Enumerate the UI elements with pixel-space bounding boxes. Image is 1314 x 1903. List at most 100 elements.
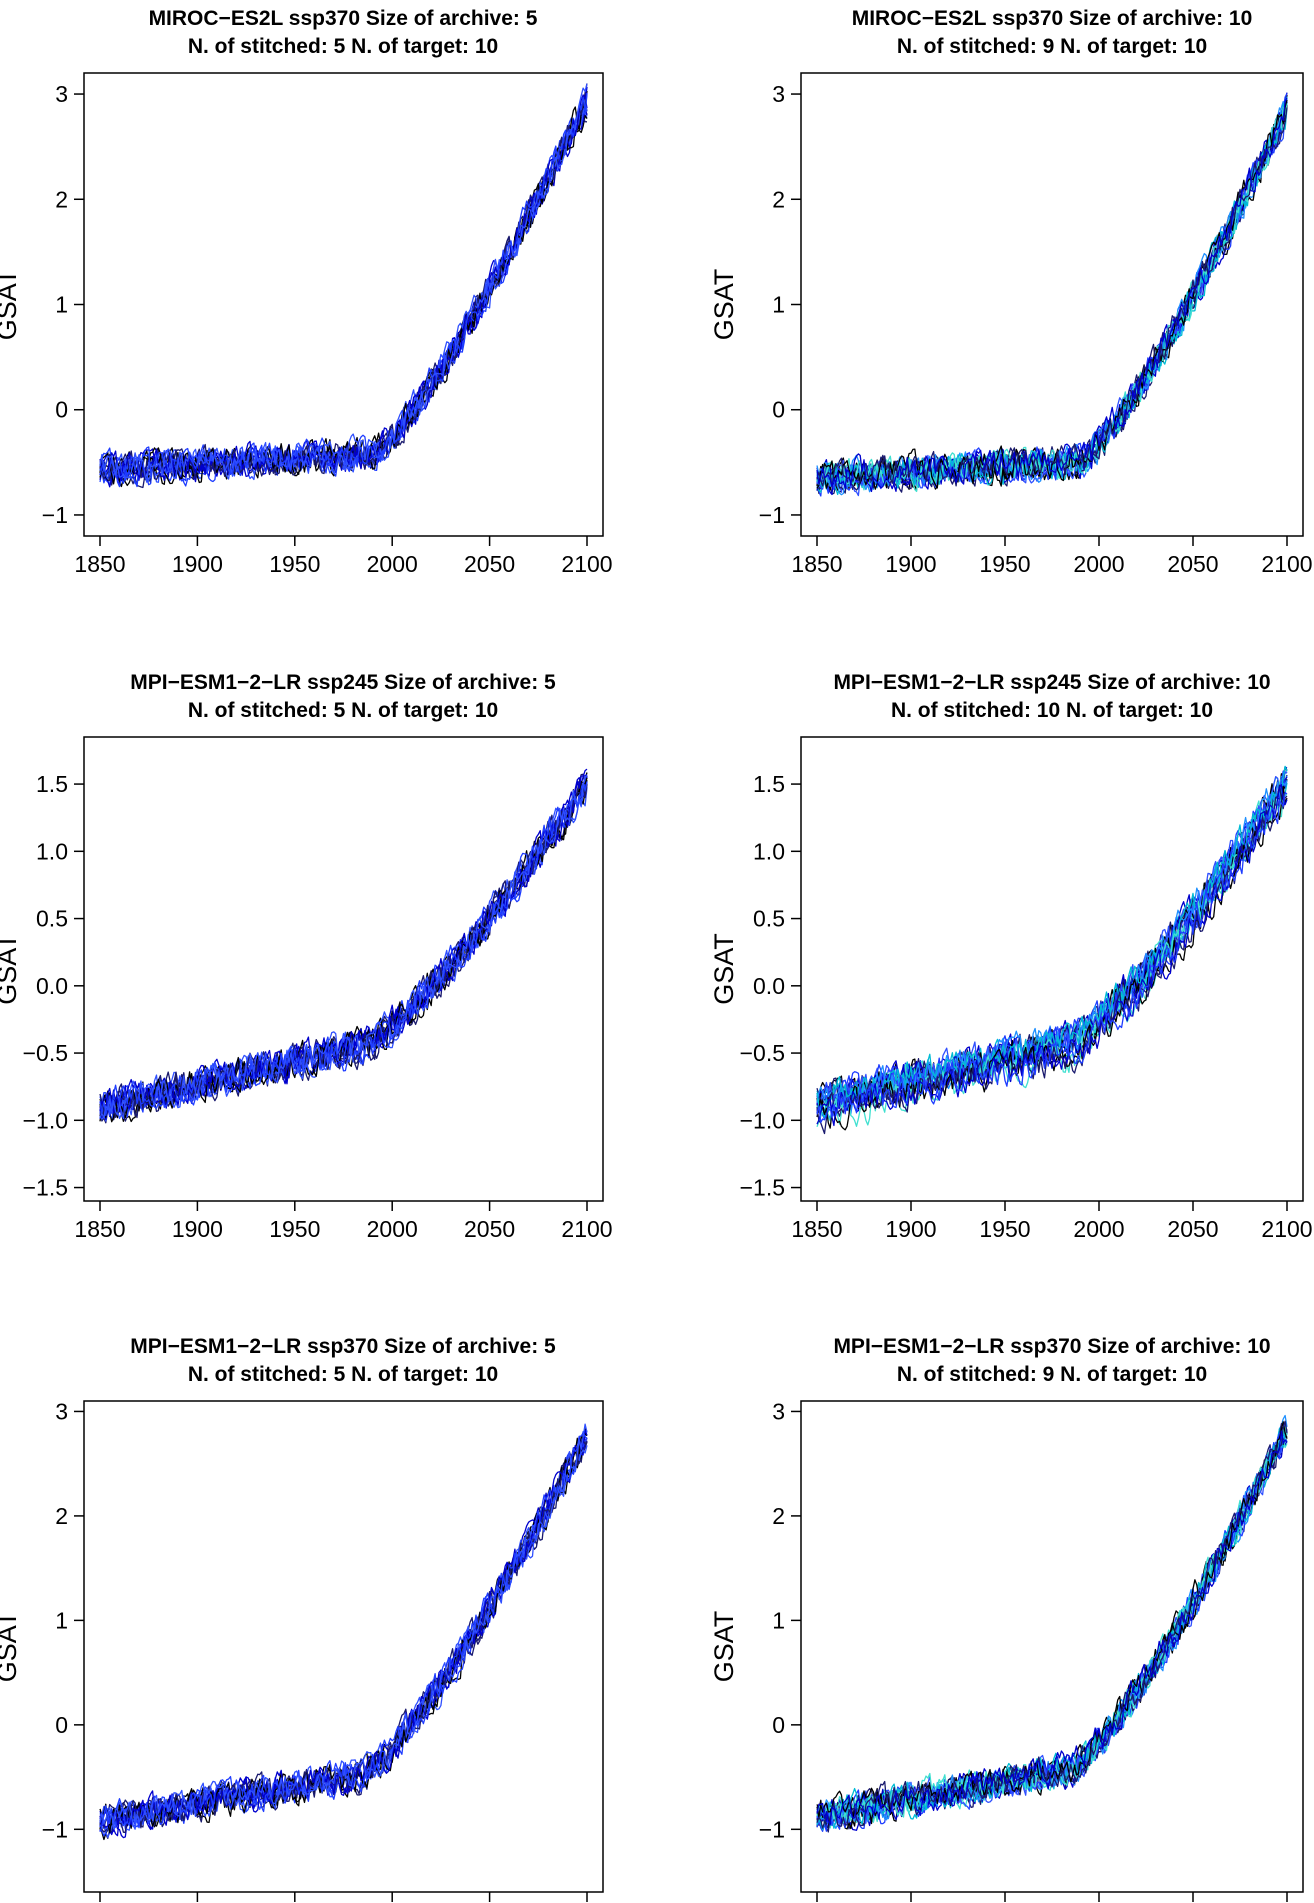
y-tick-label: −1 [42, 1816, 68, 1842]
panel-6: MPI−ESM1−2−LR ssp370 Size of archive: 10… [709, 1335, 1304, 1902]
y-tick-label: −1 [42, 502, 68, 528]
x-tick-label: 2050 [1167, 1216, 1218, 1242]
series-line-13 [99, 86, 588, 482]
y-tick-label: 3 [55, 1398, 68, 1424]
y-tick-label: 3 [772, 81, 785, 107]
x-tick-label: 1900 [172, 1216, 223, 1242]
series-line-14 [99, 92, 588, 480]
chart-title-line1: MPI−ESM1−2−LR ssp370 Size of archive: 5 [130, 1335, 556, 1358]
series-line-3 [99, 96, 588, 486]
chart-title-line1: MIROC−ES2L ssp370 Size of archive: 5 [149, 7, 538, 30]
series-line-8 [99, 108, 588, 488]
series-line-13 [99, 1429, 588, 1828]
y-tick-label: 3 [772, 1398, 785, 1424]
x-tick-label: 2100 [561, 551, 612, 577]
y-tick-label: −1.5 [740, 1175, 785, 1201]
series-line-19 [816, 784, 1288, 1127]
x-tick-label: 2050 [1167, 551, 1218, 577]
chart-title-line2: N. of stitched: 5 N. of target: 10 [188, 35, 498, 58]
x-tick-label: 1950 [269, 1216, 320, 1242]
x-tick-label: 2050 [464, 551, 515, 577]
y-axis: −1 0 1 2 3 [42, 81, 84, 528]
x-tick-label: 1850 [791, 551, 842, 577]
series-line-19 [816, 1430, 1288, 1826]
y-tick-label: 1 [55, 292, 68, 318]
x-tick-label: 2100 [561, 1216, 612, 1242]
y-tick-label: 1.5 [753, 771, 785, 797]
y-axis: −1 0 1 2 3 [42, 1398, 84, 1842]
y-axis-label: GSAT [709, 1611, 739, 1683]
series-line-15 [99, 1423, 588, 1830]
y-tick-label: 0.0 [753, 973, 785, 999]
y-tick-label: 0.5 [36, 906, 68, 932]
y-tick-label: 0 [772, 1712, 785, 1738]
y-tick-label: 0.5 [753, 906, 785, 932]
series-line-10 [99, 87, 588, 482]
series-line-1 [816, 94, 1288, 494]
y-tick-label: −1 [759, 502, 785, 528]
panel-1: MIROC−ES2L ssp370 Size of archive: 5 N. o… [0, 7, 613, 577]
series-line-2 [99, 97, 588, 489]
x-tick-label: 2000 [1073, 551, 1124, 577]
y-tick-label: 2 [772, 1503, 785, 1529]
series-group [816, 92, 1288, 497]
panel-3: MPI−ESM1−2−LR ssp245 Size of archive: 5 N… [0, 671, 613, 1242]
x-tick-label: 1850 [74, 551, 125, 577]
series-line-8 [816, 98, 1288, 491]
x-tick-label: 1900 [885, 551, 936, 577]
x-tick-label: 1950 [979, 551, 1030, 577]
chart-title-line1: MPI−ESM1−2−LR ssp245 Size of archive: 10 [833, 671, 1270, 694]
x-tick-label: 1950 [269, 551, 320, 577]
series-line-5 [99, 101, 588, 485]
series-line-19 [816, 97, 1288, 493]
y-axis-label: GSAT [0, 1611, 22, 1683]
series-group [816, 765, 1288, 1135]
series-line-15 [99, 83, 588, 483]
series-line-18 [816, 1420, 1288, 1829]
chart-title-line2: N. of stitched: 5 N. of target: 10 [188, 699, 498, 722]
plot-frame [83, 736, 604, 1202]
series-line-14 [816, 1433, 1288, 1822]
series-line-17 [816, 1421, 1288, 1820]
y-tick-label: 1.0 [36, 838, 68, 864]
x-tick-label: 2050 [464, 1216, 515, 1242]
series-line-7 [99, 116, 588, 482]
y-axis-label: GSAT [0, 269, 22, 341]
plot-frame [800, 1400, 1304, 1893]
series-line-12 [99, 83, 588, 481]
series-line-14 [99, 781, 588, 1117]
series-line-15 [816, 765, 1288, 1119]
x-tick-label: 2000 [1073, 1216, 1124, 1242]
series-line-9 [816, 104, 1288, 491]
series-line-1 [99, 102, 588, 485]
chart-title-line2: N. of stitched: 9 N. of target: 10 [897, 35, 1207, 58]
y-tick-label: 1 [55, 1607, 68, 1633]
x-tick-label: 1850 [791, 1216, 842, 1242]
series-line-16 [816, 102, 1288, 493]
series-line-11 [816, 101, 1288, 490]
series-line-4 [99, 103, 588, 486]
y-axis-label: GSAT [709, 269, 739, 341]
y-tick-label: −1.0 [23, 1107, 68, 1133]
x-tick-label: 2000 [367, 1216, 418, 1242]
series-line-12 [816, 93, 1288, 491]
y-tick-label: 0.0 [36, 973, 68, 999]
y-tick-label: 1.0 [753, 838, 785, 864]
chart-title-line1: MIROC−ES2L ssp370 Size of archive: 10 [852, 7, 1253, 30]
y-tick-label: 0 [772, 397, 785, 423]
x-tick-label: 1850 [74, 1216, 125, 1242]
y-tick-label: 2 [55, 186, 68, 212]
series-line-9 [99, 781, 588, 1118]
series-line-11 [99, 777, 588, 1119]
series-group [816, 1414, 1288, 1833]
y-axis: −1 0 1 2 3 [759, 1398, 801, 1842]
series-line-6 [816, 100, 1288, 490]
x-tick-label: 1900 [885, 1216, 936, 1242]
series-line-4 [99, 776, 588, 1119]
